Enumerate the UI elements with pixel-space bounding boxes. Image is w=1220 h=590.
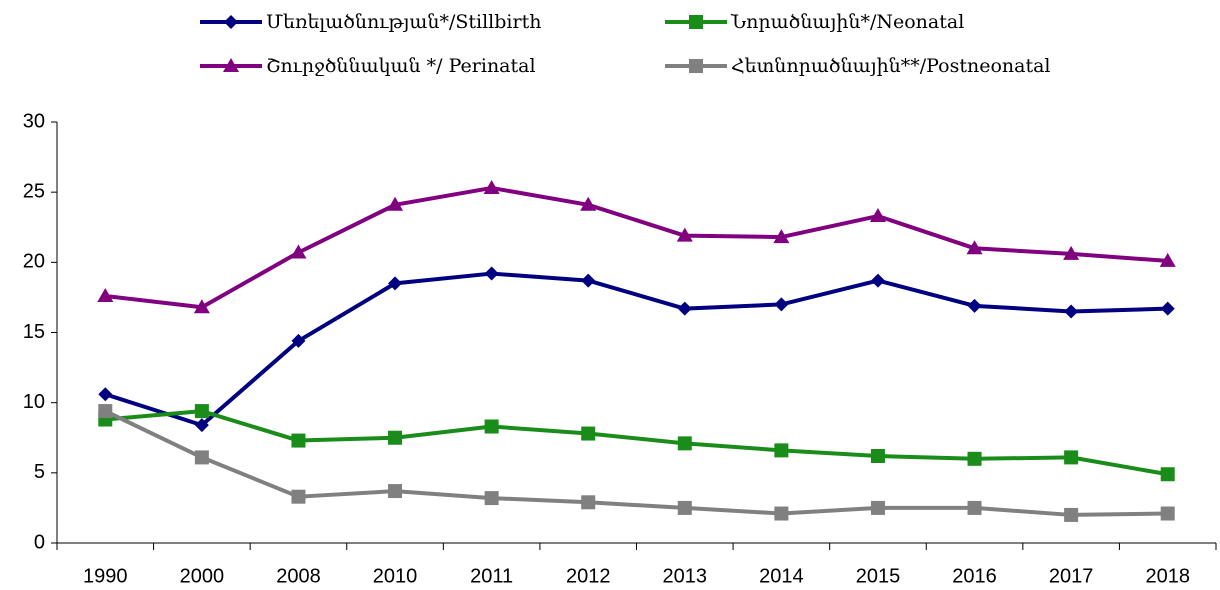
x-tick-label: 2014 [759,565,804,587]
x-tick-label: 2015 [856,565,901,587]
y-tick-label: 15 [23,321,45,343]
point [677,500,692,515]
point [870,500,885,515]
point [97,288,114,303]
point [387,196,404,211]
point [194,418,209,433]
point [677,301,692,316]
point [291,489,306,504]
point [1064,507,1079,522]
point [388,430,403,445]
point [1160,301,1175,316]
series-line [104,409,1168,517]
point [291,333,306,348]
y-tick-label: 0 [34,531,45,553]
point [870,273,885,288]
point [773,229,790,244]
point [388,276,403,291]
point [967,451,982,466]
point [581,426,596,441]
legend-marker [689,59,703,73]
point [966,240,983,255]
legend-marker [223,58,239,72]
point [98,404,113,419]
x-tick-label: 2013 [663,565,708,587]
point [194,404,209,419]
point [580,196,597,211]
point [1063,245,1080,260]
point [1064,304,1079,319]
point [774,297,789,312]
point [676,227,693,242]
series-line [105,409,1169,477]
point [291,433,306,448]
x-tick-label: 2000 [180,565,225,587]
legend-label: Մեռելածնության*/Stillbirth [266,11,541,33]
point [194,450,209,465]
x-tick-label: 2018 [1145,565,1190,587]
point [1160,506,1175,521]
point [483,179,500,194]
legend-label: Հետնորածնային**/Postneonatal [731,55,1050,77]
point [677,436,692,451]
point [1159,252,1176,267]
x-tick-label: 2010 [373,565,418,587]
point [484,419,499,434]
x-tick-label: 1990 [83,565,128,587]
point [774,506,789,521]
point [581,495,596,510]
point [869,208,886,223]
point [1064,450,1079,465]
point [1160,467,1175,482]
y-tick-label: 20 [23,251,45,273]
legend-marker [224,15,238,29]
point [967,500,982,515]
point [98,387,113,402]
x-tick-label: 2012 [566,565,611,587]
x-tick-label: 2016 [952,565,997,587]
x-tick-label: 2008 [276,565,321,587]
point [484,491,499,506]
x-tick-label: 2017 [1049,565,1094,587]
point [870,448,885,463]
y-tick-label: 25 [23,180,45,202]
point [290,244,307,259]
point [193,299,210,314]
y-tick-label: 5 [34,461,45,483]
y-tick-label: 10 [23,391,45,413]
x-tick-label: 2011 [470,565,513,587]
legend-label: Շուրջծննական */ Perinatal [266,55,536,77]
legend-marker [689,15,703,29]
legend-label: Նորածնային*/Neonatal [730,11,964,33]
point [581,273,596,288]
series-line [104,271,1168,428]
point [774,443,789,458]
point [484,266,499,281]
series-line [105,185,1168,310]
point [967,298,982,313]
point [388,484,403,499]
y-tick-label: 30 [23,110,45,132]
